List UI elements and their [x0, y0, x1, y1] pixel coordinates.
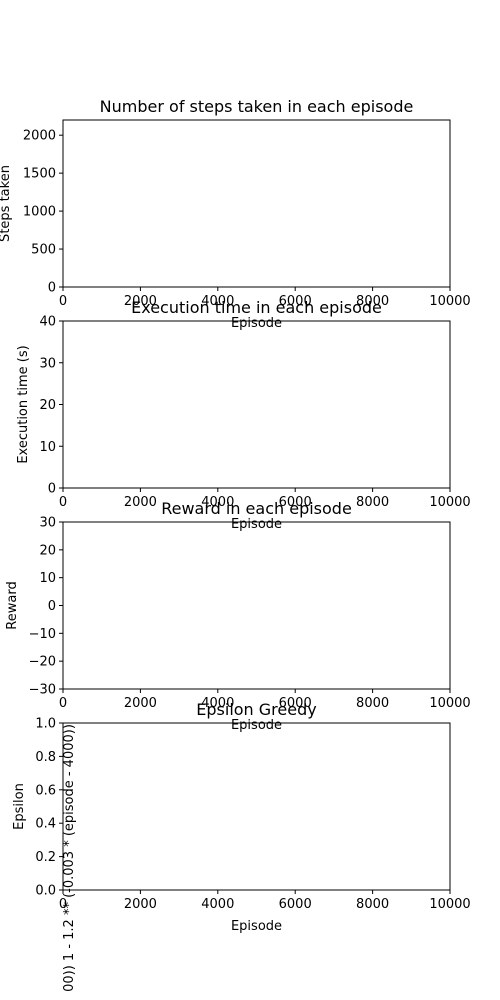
x-tick-label: 4000	[201, 696, 234, 711]
x-tick-label: 6000	[279, 495, 312, 510]
y-tick-label: 0.6	[35, 783, 56, 798]
x-tick-label: 8000	[356, 495, 389, 510]
y-tick-label: 1000	[23, 205, 56, 220]
x-tick-label: 6000	[279, 897, 312, 912]
y-tick-label: 20	[39, 543, 56, 558]
subplot-1: 0 2000 4000 6000 8000 10000 0 500 1000 1500 2000 Nu…	[23, 97, 471, 331]
x-tick-label: 0	[59, 294, 67, 309]
y-tick-label: 0	[48, 599, 56, 614]
y-tick-label: 30	[39, 516, 56, 531]
x-tick-label: 0	[59, 897, 67, 912]
x-tick-label: 2000	[124, 696, 157, 711]
y-tick-label: 0	[48, 281, 56, 296]
x-tick-label: 8000	[356, 897, 389, 912]
subplot-2: 0 2000 4000 6000 8000 10000 0 10 20 30 40 Execution…	[39, 298, 470, 532]
y-tick-label: −20	[29, 655, 56, 670]
axes-frame	[62, 722, 451, 891]
x-tick-label: 4000	[201, 495, 234, 510]
y-tick-label: 30	[39, 356, 56, 371]
x-tick-label: 2000	[124, 897, 157, 912]
subplot-title: Execution time in each episode	[131, 298, 382, 317]
y-tick-label: 20	[39, 398, 56, 413]
y-tick-label: 1500	[23, 167, 56, 182]
x-tick-label: 10000	[429, 696, 470, 711]
y-tick-label: 0.4	[35, 817, 56, 832]
axes-frame	[62, 521, 451, 690]
x-tick-label: 4000	[201, 897, 234, 912]
subplot-title: Epsilon Greedy	[196, 700, 316, 719]
subplot-3: 0 2000 4000 6000 8000 10000 −30 −20 −10 0 10 20 30 Re…	[29, 499, 471, 733]
x-tick-label: 2000	[124, 495, 157, 510]
x-tick-label: 4000	[201, 294, 234, 309]
y-axis-label: Epsilon	[12, 783, 27, 830]
y-tick-label: 10	[39, 440, 56, 455]
y-axis-label: Reward	[5, 581, 20, 629]
y-tick-label: −10	[29, 627, 56, 642]
x-axis-label: Episode	[231, 718, 282, 733]
formula-annotation: 00)) 1 - 1.2 ** (-0.003 * (episode - 400…	[62, 724, 77, 992]
x-tick-label: 2000	[124, 294, 157, 309]
axes-frame	[62, 320, 451, 489]
x-tick-label: 8000	[356, 696, 389, 711]
y-tick-label: 10	[39, 571, 56, 586]
y-tick-label: 0.8	[35, 750, 56, 765]
x-tick-label: 6000	[279, 696, 312, 711]
y-tick-label: 1.0	[35, 717, 56, 732]
y-axis-label: Execution time (s)	[16, 345, 31, 463]
y-tick-label: 2000	[23, 129, 56, 144]
x-tick-label: 0	[59, 495, 67, 510]
subplot-title: Number of steps taken in each episode	[100, 97, 414, 116]
x-tick-label: 10000	[429, 495, 470, 510]
y-tick-label: 40	[39, 315, 56, 330]
y-tick-label: −30	[29, 683, 56, 698]
x-tick-label: 6000	[279, 294, 312, 309]
subplot-title: Reward in each episode	[161, 499, 352, 518]
y-tick-label: 0.2	[35, 850, 56, 865]
x-axis-label: Episode	[231, 316, 282, 331]
x-tick-label: 10000	[429, 897, 470, 912]
x-axis-label: Episode	[231, 517, 282, 532]
y-axis-label: Steps taken	[0, 165, 13, 242]
x-tick-label: 8000	[356, 294, 389, 309]
axes-frame	[62, 119, 451, 288]
x-tick-label: 10000	[429, 294, 470, 309]
subplot-4: 0 2000 4000 6000 8000 10000 0.0 0.2 0.4 0.6 0.8 1.0…	[35, 700, 470, 934]
y-tick-label: 0	[48, 482, 56, 497]
x-axis-label: Episode	[231, 919, 282, 934]
x-tick-label: 0	[59, 696, 67, 711]
y-tick-label: 500	[31, 243, 56, 258]
y-tick-label: 0.0	[35, 884, 56, 899]
